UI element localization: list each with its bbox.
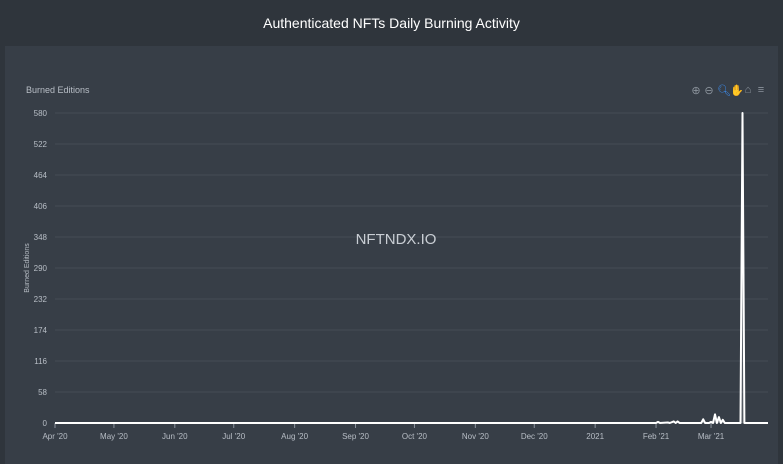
x-tick-label: Aug '20: [281, 432, 308, 441]
x-tick-label: 2021: [586, 432, 604, 441]
series-line: [55, 112, 768, 424]
x-tick-label: May '20: [100, 432, 128, 441]
y-tick-label: 580: [34, 109, 48, 118]
watermark: NFTNDX.IO: [356, 231, 437, 248]
x-tick-label: Jul '20: [222, 432, 245, 441]
x-tick-label: Oct '20: [402, 432, 428, 441]
y-tick-label: 522: [34, 140, 48, 149]
x-tick-label: Feb '21: [643, 432, 670, 441]
x-tick-label: Mar '21: [698, 432, 725, 441]
reset-home-icon[interactable]: ⌂: [744, 84, 752, 96]
y-tick-label: 406: [34, 202, 48, 211]
y-tick-label: 116: [34, 357, 47, 366]
chart-title: Authenticated NFTs Daily Burning Activit…: [263, 15, 520, 31]
x-tick-label: Sep '20: [342, 432, 369, 441]
y-tick-label: 232: [34, 295, 48, 304]
y-tick-label: 290: [34, 264, 48, 273]
y-axis-title: Burned Editions: [24, 243, 31, 293]
x-tick-label: Jun '20: [162, 432, 188, 441]
y-tick-label: 0: [43, 419, 48, 428]
x-tick-label: Dec '20: [521, 432, 548, 441]
zoom-out-icon[interactable]: ⊖: [704, 85, 714, 97]
y-tick-label: 174: [34, 326, 48, 335]
chart-subtitle: Burned Editions: [26, 85, 90, 95]
x-tick-label: Apr '20: [42, 432, 68, 441]
y-tick-label: 348: [34, 233, 48, 242]
chart-toolbar: ⊕ ⊖ 🔍︎ ✋ ⌂ ≡: [691, 84, 766, 97]
y-tick-label: 464: [34, 171, 48, 180]
zoom-in-icon[interactable]: ⊕: [691, 85, 701, 97]
chart-panel: [5, 46, 778, 464]
menu-icon[interactable]: ≡: [757, 84, 765, 96]
x-tick-label: Nov '20: [462, 432, 489, 441]
y-tick-label: 58: [38, 388, 47, 397]
